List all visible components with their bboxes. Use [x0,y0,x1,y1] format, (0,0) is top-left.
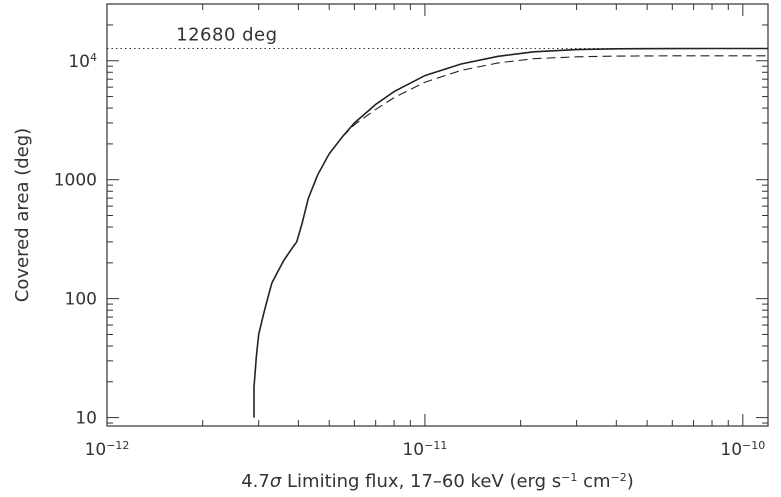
y-tick-labels: 10 100 1000 104 [54,50,97,428]
x-tick-label: 10−11 [402,439,447,461]
x-label-suffix: ) [627,471,634,492]
x-tick-label: 10−12 [85,439,130,461]
axis-ticks [106,3,768,426]
x-tick-label: 10−10 [720,439,765,461]
y-tick-label: 10 [75,409,97,429]
y-tick-label: 100 [65,290,97,310]
x-label-prefix: 4.7 [241,471,270,492]
annotation-text: 12680 deg [176,24,277,45]
x-label-sup1: −1 [561,471,577,484]
series-line-solid [253,47,768,418]
plot-frame [106,3,769,427]
series-line-dashed [342,55,768,138]
x-tick-labels: 10−12 10−11 10−10 [85,439,766,461]
y-tick-label: 1000 [54,171,97,191]
x-label-main: Limiting flux, 17–60 keV (erg s [281,471,561,492]
x-axis-label: 4.7σ Limiting flux, 17–60 keV (erg s−1 c… [241,471,634,493]
y-axis-label: Covered area (deg) [12,128,33,302]
y-tick-label: 104 [68,50,97,72]
x-label-sigma: σ [270,471,282,492]
data-lines [107,47,768,418]
x-label-mid: cm [577,471,610,492]
x-label-sup2: −2 [611,471,627,484]
